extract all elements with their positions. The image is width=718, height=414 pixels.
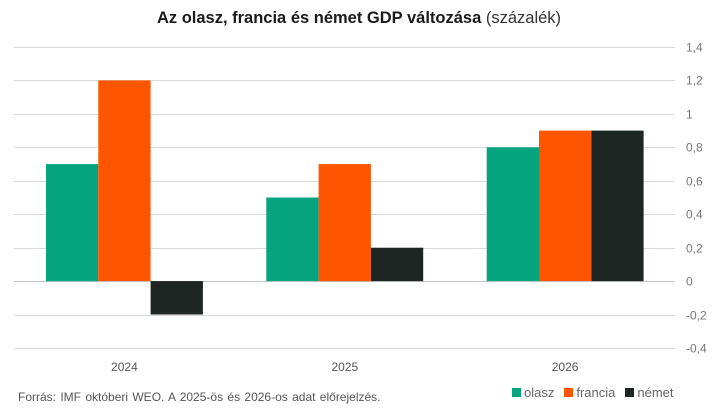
x-tick-label: 2025 [331, 360, 358, 374]
bar-francia-2026 [539, 130, 592, 282]
legend-label: német [637, 385, 674, 400]
bar-nmet-2026 [591, 130, 644, 282]
legend-item: francia [564, 385, 615, 400]
legend: olasz francia német [512, 385, 674, 400]
legend-label: francia [576, 385, 616, 400]
y-tick-label: 1 [686, 108, 693, 122]
x-tick-label: 2026 [552, 360, 579, 374]
legend-item: német [625, 385, 674, 400]
legend-swatch [512, 388, 521, 397]
bar-olasz-2026 [486, 147, 539, 282]
bar-francia-2025 [318, 164, 371, 282]
legend-swatch [625, 388, 635, 397]
x-tick-label: 2024 [111, 360, 138, 374]
y-tick-label: 1,2 [686, 74, 703, 88]
legend-item: olasz [512, 385, 554, 400]
bar-olasz-2025 [266, 197, 319, 282]
legend-swatch [564, 388, 574, 397]
legend-label: olasz [524, 385, 555, 400]
y-tick-label: -0,4 [686, 342, 707, 356]
chart-title: Az olasz, francia és német GDP változása… [0, 9, 718, 28]
chart-title-unit: (százalék) [485, 9, 562, 27]
y-tick-label: 0,8 [686, 141, 703, 155]
y-tick-label: 1,4 [686, 41, 703, 55]
y-tick-label: 0,2 [686, 242, 703, 256]
bar-nmet-2025 [370, 247, 424, 282]
source-note: Forrás: IMF októberi WEO. A 2025-ös és 2… [18, 390, 381, 404]
y-tick-label: 0 [686, 275, 693, 289]
bar-olasz-2024 [46, 164, 99, 282]
chart-title-main: Az olasz, francia és német GDP változása [156, 9, 482, 27]
y-tick-label: -0,2 [686, 309, 707, 323]
bar-francia-2024 [98, 80, 151, 282]
y-tick-label: 0,6 [686, 175, 703, 189]
bar-nmet-2024 [150, 281, 203, 315]
y-tick-label: 0,4 [686, 208, 703, 222]
